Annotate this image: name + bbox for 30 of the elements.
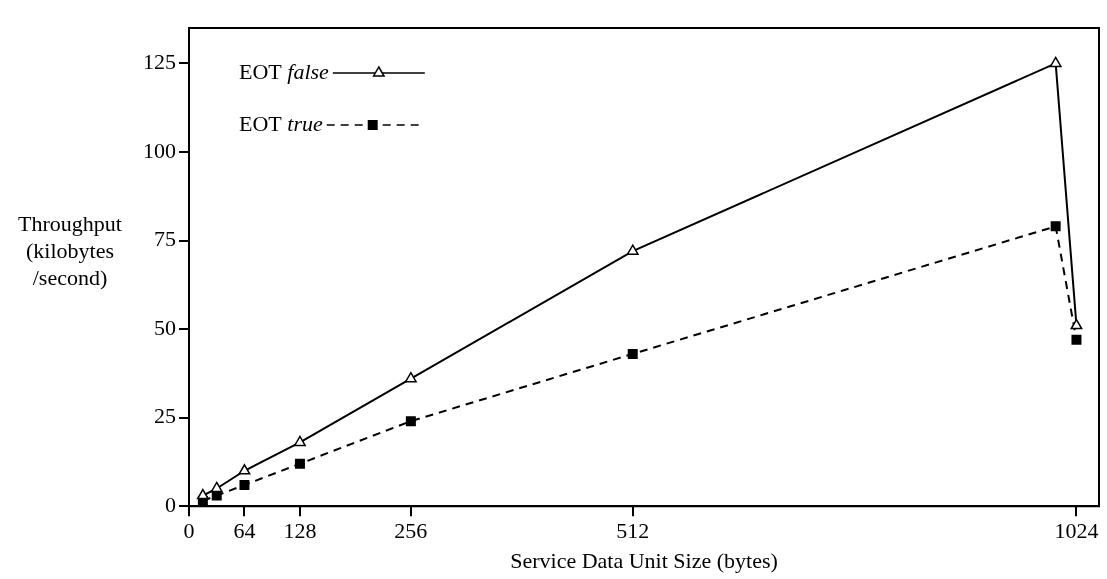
point bbox=[239, 479, 250, 490]
legend-label: EOT false bbox=[239, 58, 330, 84]
x-tick-label: 64 bbox=[233, 518, 256, 544]
point bbox=[404, 371, 417, 383]
legend-label: EOT true bbox=[239, 110, 323, 136]
y-tick-label: 0 bbox=[165, 491, 176, 517]
point bbox=[1050, 221, 1061, 232]
point bbox=[1071, 334, 1082, 345]
point bbox=[238, 464, 251, 475]
y-axis-title: Throughput (kilobytes /second) bbox=[17, 210, 123, 291]
y-tick-label: 100 bbox=[143, 137, 176, 163]
point bbox=[196, 488, 209, 500]
point bbox=[210, 481, 223, 493]
x-tick-label: 0 bbox=[183, 518, 195, 544]
point bbox=[405, 416, 416, 427]
y-tick-label: 75 bbox=[154, 226, 176, 252]
x-tick-label: 512 bbox=[616, 518, 650, 544]
point bbox=[293, 435, 306, 447]
point bbox=[294, 458, 305, 469]
point bbox=[626, 244, 639, 255]
point bbox=[1049, 56, 1062, 68]
x-tick-label: 1024 bbox=[1054, 518, 1099, 544]
y-tick-label: 25 bbox=[154, 403, 176, 429]
x-tick-label: 256 bbox=[394, 518, 428, 544]
x-axis-title: Service Data Unit Size (bytes) bbox=[510, 547, 778, 573]
point bbox=[1070, 318, 1083, 330]
x-tick-label: 128 bbox=[283, 518, 317, 544]
point bbox=[627, 348, 638, 359]
y-tick-label: 50 bbox=[154, 314, 176, 340]
y-tick-label: 125 bbox=[143, 49, 176, 75]
